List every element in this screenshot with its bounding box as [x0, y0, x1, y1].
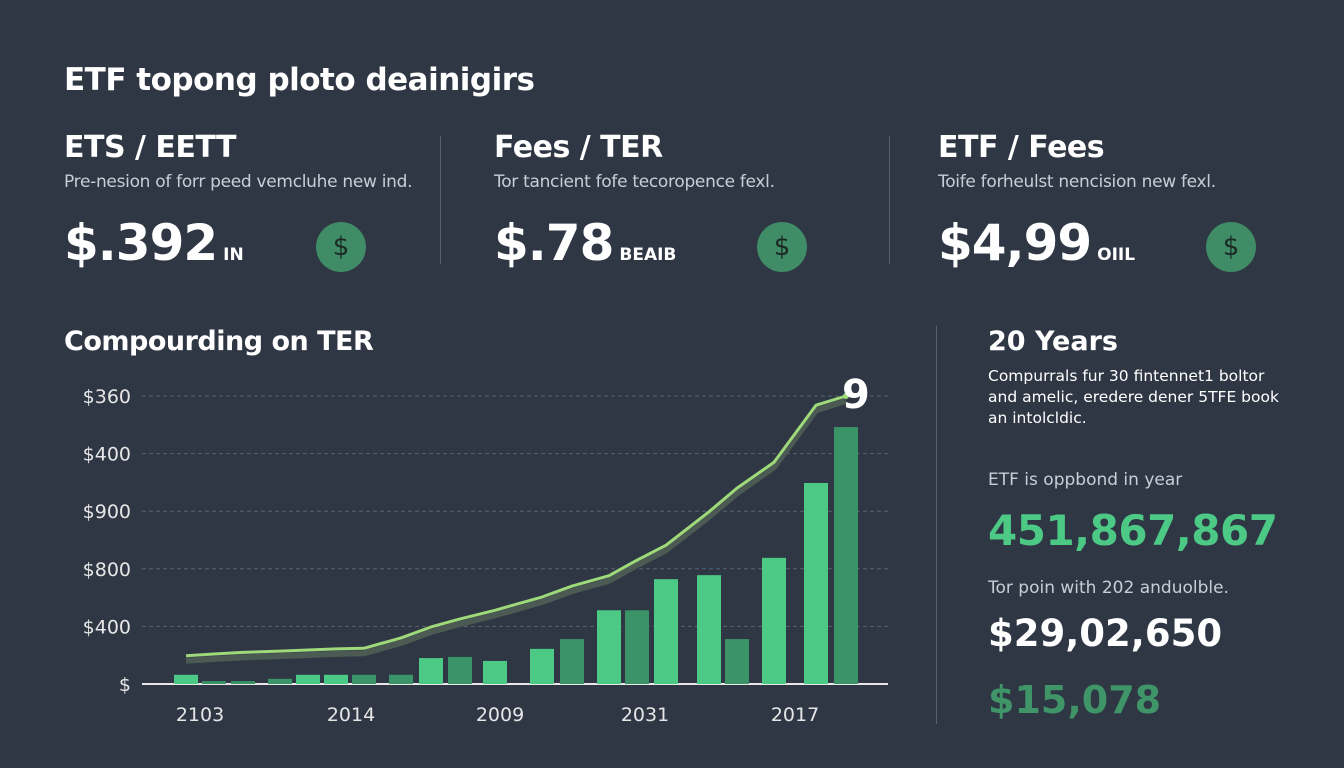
end-annotation: 9 — [842, 372, 870, 418]
summary-label-1: ETF is oppbond in year — [988, 470, 1183, 490]
card-value: $.392 IN — [64, 214, 244, 272]
line-end-point — [843, 393, 849, 399]
bar — [352, 674, 376, 684]
divider — [440, 136, 441, 264]
divider — [889, 136, 890, 264]
bar — [174, 674, 198, 684]
bar — [448, 656, 472, 684]
y-tick-label: $360 — [83, 386, 131, 408]
chart: $ $400 $800 $900 $400 $360 9 2103 2014 2009 2031 20… — [83, 372, 888, 726]
y-tick-label: $ — [119, 674, 131, 696]
summary-description: Compurrals fur 30 fintennet1 boltor and … — [988, 367, 1279, 427]
bar — [202, 681, 226, 684]
card-heading: ETF / Fees — [938, 130, 1105, 165]
bar — [654, 579, 678, 684]
card-value: $4,99 OIIL — [938, 214, 1135, 272]
bar — [762, 557, 786, 684]
summary-value-2: $29,02,650 — [988, 612, 1223, 655]
bar — [834, 427, 858, 684]
bar — [389, 674, 413, 684]
bar — [625, 610, 649, 684]
bar — [725, 639, 749, 684]
bar — [697, 575, 721, 684]
card-description: Pre-nesion of forr peed vemcluhe new ind… — [64, 172, 413, 192]
x-tick-label: 2014 — [327, 704, 375, 726]
summary-label-2: Tor poin with 202 anduolble. — [988, 578, 1229, 598]
bar — [231, 681, 255, 684]
card-value-text: $4,99 — [938, 214, 1092, 272]
divider — [936, 326, 937, 724]
kpi-card-2: Fees / TER Tor tancient fofe tecoropence… — [494, 128, 894, 278]
line-series — [185, 394, 847, 658]
bar — [419, 658, 443, 684]
summary-value-3: $15,078 — [988, 678, 1162, 722]
x-tick-label: 2017 — [771, 704, 819, 726]
page-title: ETF topong ploto deainigirs — [64, 62, 535, 98]
dollar-coin-icon: $ — [1206, 222, 1256, 272]
y-tick-label: $400 — [83, 616, 131, 638]
bar — [560, 639, 584, 684]
summary-big-value: 451,867,867 — [988, 506, 1278, 555]
card-value-text: $.78 — [494, 214, 614, 272]
line-shadow — [185, 398, 847, 664]
bar — [324, 674, 348, 684]
bar — [804, 482, 828, 684]
kpi-card-1: ETS / EETT Pre-nesion of forr peed vemcl… — [64, 128, 464, 278]
bar — [483, 660, 507, 684]
chart-title: Compourding on TER — [64, 326, 374, 357]
x-tick-label: 2103 — [176, 704, 224, 726]
dollar-coin-icon: $ — [316, 222, 366, 272]
summary-title: 20 Years — [988, 326, 1118, 357]
x-tick-label: 2009 — [476, 704, 524, 726]
card-unit: IN — [223, 245, 244, 265]
card-heading: ETS / EETT — [64, 130, 237, 165]
card-value-text: $.392 — [64, 214, 218, 272]
card-unit: BEAIB — [619, 245, 677, 265]
bar — [296, 674, 320, 684]
bar — [268, 678, 292, 684]
y-tick-label: $400 — [83, 444, 131, 466]
bar — [597, 610, 621, 684]
y-tick-label: $900 — [83, 501, 131, 523]
card-description: Toife forheulst nencision new fexl. — [938, 172, 1216, 192]
y-tick-label: $800 — [83, 559, 131, 581]
card-heading: Fees / TER — [494, 130, 663, 165]
card-description: Tor tancient fofe tecoropence fexl. — [494, 172, 775, 192]
kpi-card-3: ETF / Fees Toife forheulst nencision new… — [938, 128, 1338, 278]
x-tick-label: 2031 — [621, 704, 669, 726]
card-value: $.78 BEAIB — [494, 214, 676, 272]
card-unit: OIIL — [1097, 245, 1136, 265]
bar — [530, 648, 554, 684]
dollar-coin-icon: $ — [757, 222, 807, 272]
